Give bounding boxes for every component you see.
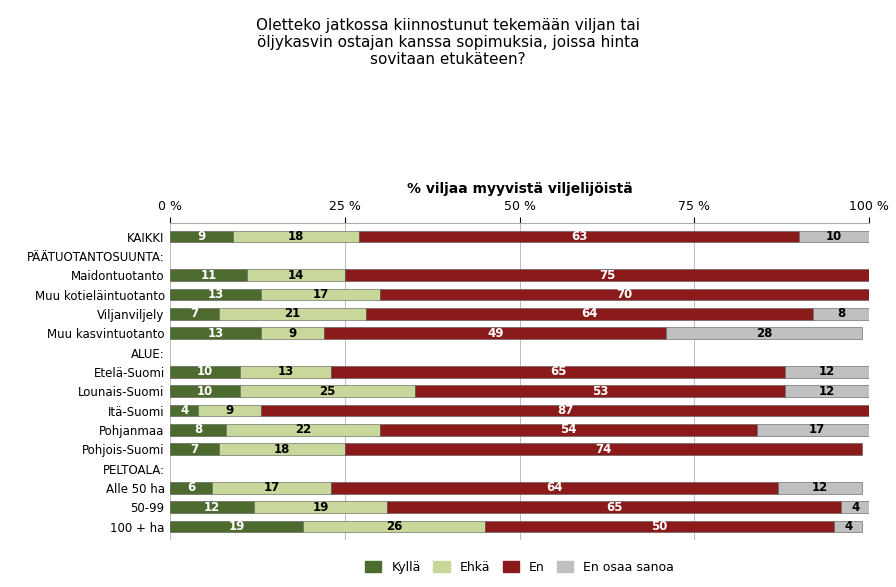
Text: 9: 9: [197, 230, 206, 243]
Bar: [261, 405, 869, 416]
Text: 10: 10: [197, 365, 213, 379]
Text: 64: 64: [547, 481, 563, 494]
Bar: [254, 501, 387, 513]
Text: 25: 25: [319, 384, 336, 398]
Bar: [331, 366, 785, 377]
X-axis label: % viljaa myyvistä viljelijöistä: % viljaa myyvistä viljelijöistä: [407, 182, 633, 195]
Bar: [303, 521, 485, 532]
Text: 14: 14: [288, 269, 305, 282]
Bar: [240, 366, 331, 377]
Text: 50: 50: [651, 520, 668, 533]
Bar: [779, 482, 862, 494]
Bar: [785, 386, 869, 397]
Text: 10: 10: [826, 230, 842, 243]
Bar: [247, 269, 345, 281]
Text: 6: 6: [187, 481, 195, 494]
Bar: [170, 443, 220, 455]
Bar: [170, 482, 212, 494]
Bar: [380, 289, 869, 301]
Bar: [387, 501, 841, 513]
Bar: [345, 443, 862, 455]
Bar: [667, 328, 862, 339]
Text: 26: 26: [385, 520, 402, 533]
Text: 4: 4: [180, 404, 188, 417]
Bar: [170, 289, 261, 301]
Bar: [170, 308, 220, 320]
Text: 9: 9: [289, 327, 297, 340]
Text: 13: 13: [278, 365, 294, 379]
Text: 13: 13: [208, 288, 224, 301]
Text: 63: 63: [571, 230, 587, 243]
Bar: [757, 424, 876, 436]
Bar: [814, 308, 869, 320]
Text: 65: 65: [606, 501, 623, 514]
Bar: [415, 386, 785, 397]
Text: 8: 8: [194, 423, 202, 436]
Text: 19: 19: [228, 520, 245, 533]
Bar: [170, 328, 261, 339]
Text: 49: 49: [487, 327, 504, 340]
Text: 19: 19: [313, 501, 329, 514]
Bar: [380, 424, 757, 436]
Text: 17: 17: [263, 481, 280, 494]
Bar: [785, 366, 869, 377]
Bar: [170, 501, 254, 513]
Bar: [170, 405, 198, 416]
Text: 65: 65: [550, 365, 566, 379]
Text: Oletteko jatkossa kiinnostunut tekemään viljan tai
öljykasvin ostajan kanssa sop: Oletteko jatkossa kiinnostunut tekemään …: [256, 18, 640, 68]
Bar: [366, 308, 814, 320]
Text: 74: 74: [595, 443, 612, 456]
Bar: [485, 521, 834, 532]
Bar: [170, 386, 240, 397]
Bar: [170, 366, 240, 377]
Bar: [345, 269, 869, 281]
Text: 8: 8: [837, 308, 845, 321]
Text: 13: 13: [208, 327, 224, 340]
Text: 87: 87: [557, 404, 573, 417]
Bar: [261, 289, 380, 301]
Bar: [324, 328, 667, 339]
Text: 7: 7: [191, 443, 199, 456]
Bar: [170, 269, 247, 281]
Text: 17: 17: [808, 423, 825, 436]
Text: 4: 4: [844, 520, 852, 533]
Text: 53: 53: [592, 384, 608, 398]
Bar: [261, 328, 324, 339]
Text: 12: 12: [812, 481, 828, 494]
Text: 9: 9: [226, 404, 234, 417]
Text: 22: 22: [295, 423, 311, 436]
Text: 18: 18: [274, 443, 290, 456]
Text: 10: 10: [197, 384, 213, 398]
Text: 17: 17: [313, 288, 329, 301]
Bar: [220, 443, 345, 455]
Bar: [799, 231, 869, 242]
Bar: [226, 424, 380, 436]
Text: 28: 28: [756, 327, 772, 340]
Text: 21: 21: [284, 308, 301, 321]
Bar: [834, 521, 862, 532]
Bar: [220, 308, 366, 320]
Legend: Kyllä, Ehkä, En, En osaa sanoa: Kyllä, Ehkä, En, En osaa sanoa: [360, 556, 679, 579]
Text: 54: 54: [560, 423, 577, 436]
Text: 12: 12: [204, 501, 220, 514]
Bar: [170, 424, 226, 436]
Text: 75: 75: [599, 269, 616, 282]
Bar: [170, 231, 233, 242]
Bar: [233, 231, 359, 242]
Bar: [331, 482, 779, 494]
Bar: [240, 386, 415, 397]
Bar: [198, 405, 261, 416]
Text: 18: 18: [288, 230, 305, 243]
Text: 4: 4: [851, 501, 859, 514]
Text: 11: 11: [201, 269, 217, 282]
Text: 64: 64: [582, 308, 598, 321]
Text: 12: 12: [819, 365, 835, 379]
Bar: [359, 231, 799, 242]
Text: 7: 7: [191, 308, 199, 321]
Text: 70: 70: [616, 288, 633, 301]
Bar: [841, 501, 869, 513]
Bar: [212, 482, 331, 494]
Bar: [170, 521, 303, 532]
Text: 12: 12: [819, 384, 835, 398]
